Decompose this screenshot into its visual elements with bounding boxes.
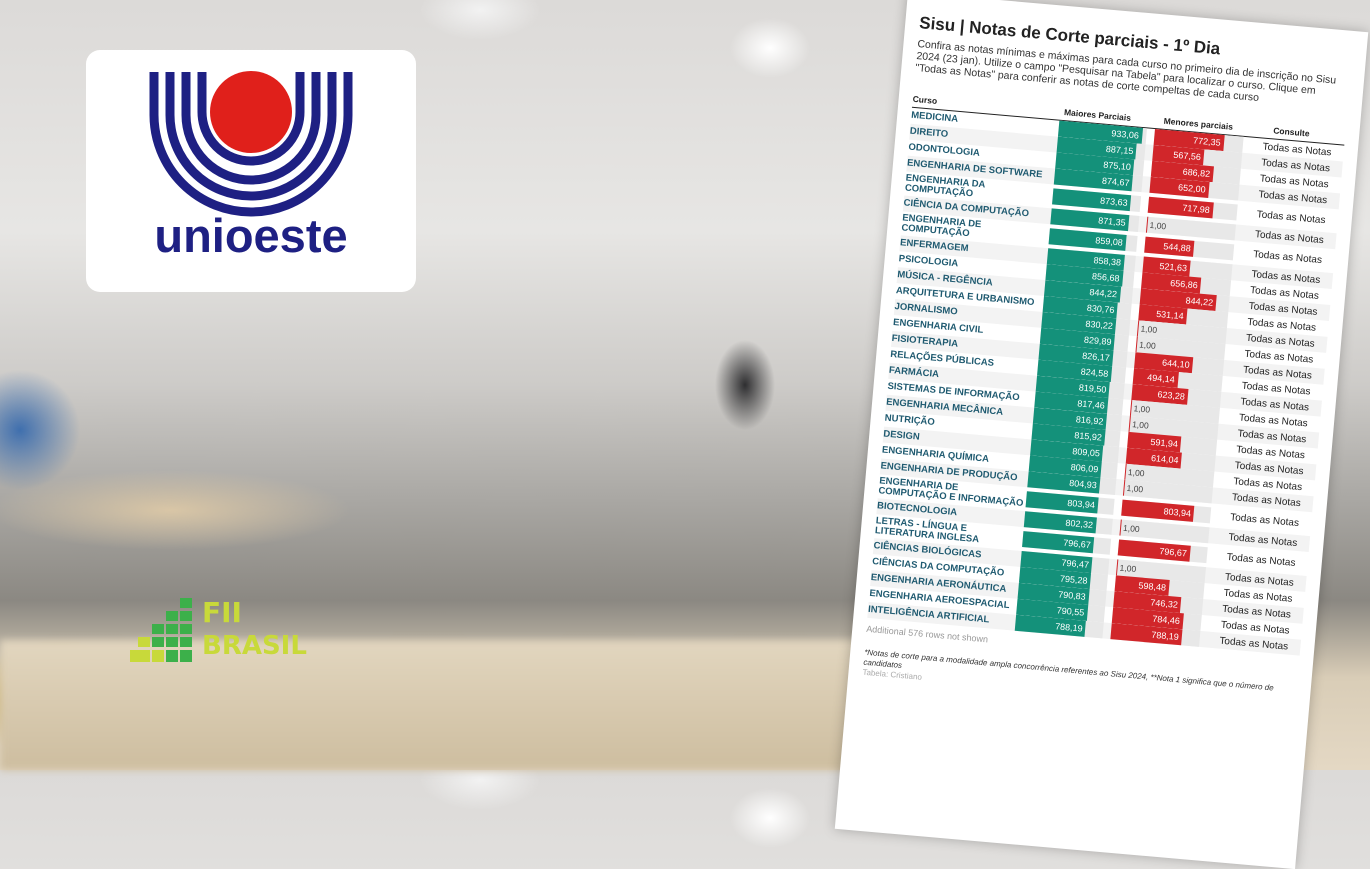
header-min: Menores parciais xyxy=(1163,115,1234,132)
all-scores-link[interactable]: Todas as Notas xyxy=(1252,248,1323,266)
min-score-placeholder: 1,00 xyxy=(1124,463,1146,482)
watermark-line2: BRASIL xyxy=(202,631,307,661)
min-score-placeholder: 1,00 xyxy=(1129,400,1151,418)
max-score-track: 873,63 xyxy=(1051,188,1142,213)
max-score-bar: 859,08 xyxy=(1048,228,1127,251)
min-score-track: 796,67 xyxy=(1117,539,1208,564)
logo-text: unioeste xyxy=(154,209,348,262)
min-score-bar: 717,98 xyxy=(1147,196,1214,219)
min-score-bar: 544,88 xyxy=(1144,236,1195,257)
watermark-line1: FII xyxy=(202,596,242,629)
min-score-track: 544,88 xyxy=(1144,236,1234,261)
min-score-placeholder: 1,00 xyxy=(1135,336,1157,354)
min-score-placeholder: 1,00 xyxy=(1136,320,1158,338)
header-course: Curso xyxy=(912,93,938,106)
cutoff-table-panel: Sisu | Notas de Corte parciais - 1º Dia … xyxy=(834,0,1369,869)
unioeste-emblem-icon xyxy=(149,71,353,217)
all-scores-link[interactable]: Todas as Notas xyxy=(1226,551,1296,569)
max-score-bar: 803,94 xyxy=(1025,491,1099,514)
table-body: MEDICINA 933,06 772,35 Todas as Notas DIR… xyxy=(867,108,1344,656)
min-score-placeholder: 1,00 xyxy=(1128,415,1150,434)
all-scores-link[interactable]: Todas as Notas xyxy=(1229,511,1300,529)
header-consult: Consulte xyxy=(1272,125,1311,139)
min-score-placeholder: 1,00 xyxy=(1145,216,1167,235)
max-score-track: 803,94 xyxy=(1025,491,1115,515)
max-score-bar: 796,67 xyxy=(1021,531,1095,554)
max-score-track: 859,08 xyxy=(1048,228,1138,252)
min-score-placeholder: 1,00 xyxy=(1122,479,1144,498)
min-score-track: 803,94 xyxy=(1121,499,1211,524)
min-score-bar: 803,94 xyxy=(1121,499,1195,522)
fii-brasil-watermark: FII BRASIL xyxy=(130,596,307,664)
min-score-bar: 796,67 xyxy=(1117,539,1191,562)
min-score-placeholder: 1,00 xyxy=(1115,559,1137,578)
all-scores-link[interactable]: Todas as Notas xyxy=(1256,208,1326,226)
unioeste-logo: unioeste xyxy=(86,50,416,292)
min-score-placeholder: 1,00 xyxy=(1119,519,1141,538)
bar-grid-icon xyxy=(130,598,192,662)
min-score-track: 717,98 xyxy=(1147,196,1238,221)
max-score-track: 796,67 xyxy=(1021,531,1112,555)
header-max: Maiores Parciais xyxy=(1063,107,1132,123)
max-score-bar: 873,63 xyxy=(1051,188,1132,212)
